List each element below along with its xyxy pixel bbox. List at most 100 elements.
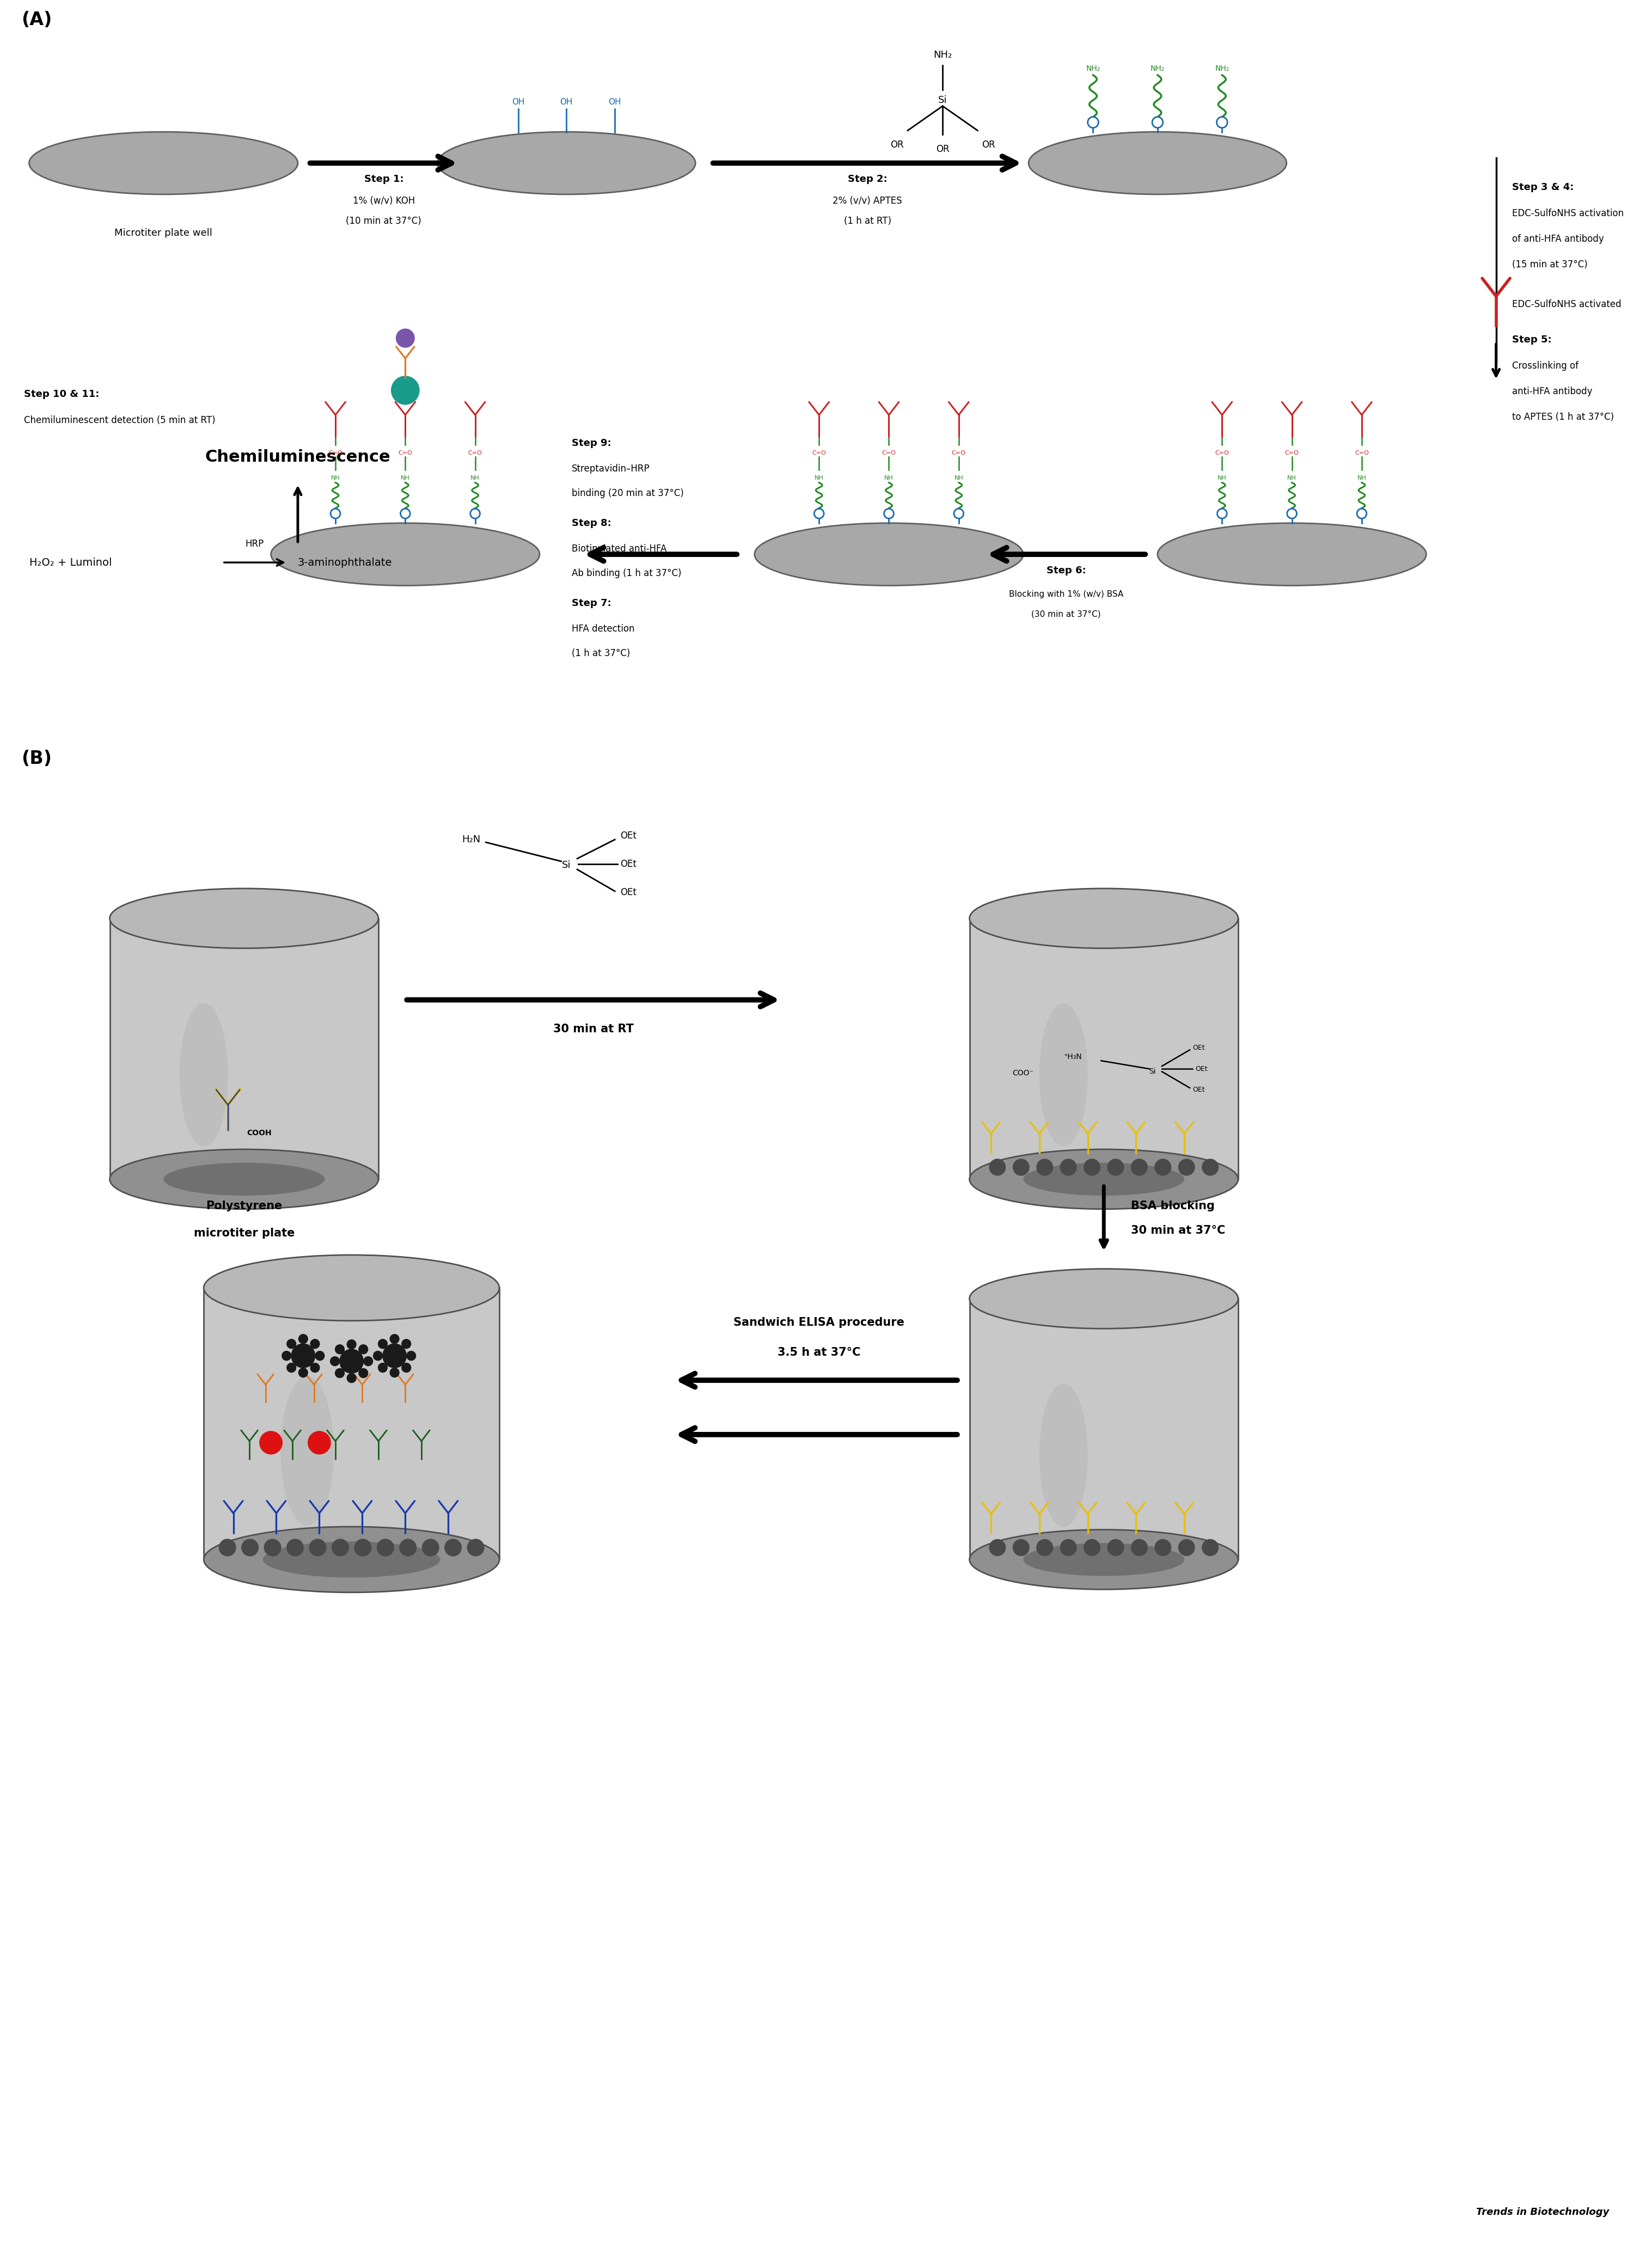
Text: H₂O₂ + Luminol: H₂O₂ + Luminol <box>30 558 112 567</box>
Circle shape <box>282 1351 291 1360</box>
Circle shape <box>423 1540 439 1555</box>
Circle shape <box>884 509 894 518</box>
Circle shape <box>287 1340 296 1349</box>
Text: OR: OR <box>937 143 950 155</box>
Text: (15 min at 37°C): (15 min at 37°C) <box>1512 260 1588 269</box>
Text: Step 7:: Step 7: <box>572 598 611 607</box>
Ellipse shape <box>109 1150 378 1210</box>
Text: 30 min at RT: 30 min at RT <box>553 1024 634 1035</box>
Text: microtiter plate: microtiter plate <box>193 1228 294 1239</box>
Text: C=O: C=O <box>1214 450 1229 455</box>
Circle shape <box>287 1540 304 1555</box>
Text: NH: NH <box>471 475 479 482</box>
Ellipse shape <box>1029 132 1287 195</box>
Text: NH₂: NH₂ <box>1150 65 1165 72</box>
Text: OR: OR <box>890 139 904 150</box>
Text: Si: Si <box>938 94 947 105</box>
Circle shape <box>1061 1540 1077 1555</box>
Circle shape <box>1203 1159 1218 1174</box>
Circle shape <box>241 1540 258 1555</box>
Text: Streptavidin–HRP: Streptavidin–HRP <box>572 464 649 473</box>
Ellipse shape <box>263 1542 439 1578</box>
Circle shape <box>953 509 963 518</box>
Ellipse shape <box>1023 1163 1184 1197</box>
Text: (A): (A) <box>21 11 51 29</box>
Circle shape <box>264 1540 281 1555</box>
Ellipse shape <box>1023 1544 1184 1575</box>
Circle shape <box>396 329 415 347</box>
Bar <box>109 919 378 1179</box>
Circle shape <box>383 1345 406 1367</box>
Text: anti-HFA antibody: anti-HFA antibody <box>1512 385 1593 397</box>
Circle shape <box>1084 1540 1100 1555</box>
Circle shape <box>330 1356 339 1365</box>
Ellipse shape <box>970 1268 1237 1329</box>
Ellipse shape <box>180 1004 228 1147</box>
Text: 1% (w/v) KOH: 1% (w/v) KOH <box>352 197 415 206</box>
Text: Step 5:: Step 5: <box>1512 334 1551 345</box>
Circle shape <box>1178 1540 1194 1555</box>
Circle shape <box>1087 117 1099 128</box>
Circle shape <box>990 1159 1006 1174</box>
Circle shape <box>1218 509 1227 518</box>
Text: 3.5 h at 37°C: 3.5 h at 37°C <box>778 1347 861 1358</box>
Text: Step 2:: Step 2: <box>847 175 887 184</box>
Circle shape <box>1155 1159 1171 1174</box>
Text: OH: OH <box>560 99 573 105</box>
Circle shape <box>1013 1540 1029 1555</box>
Text: 30 min at 37°C: 30 min at 37°C <box>1130 1226 1226 1235</box>
Circle shape <box>358 1369 368 1378</box>
Circle shape <box>316 1351 324 1360</box>
Circle shape <box>347 1340 357 1349</box>
Text: binding (20 min at 37°C): binding (20 min at 37°C) <box>572 489 684 498</box>
Circle shape <box>814 509 824 518</box>
Circle shape <box>220 1540 236 1555</box>
Circle shape <box>307 1432 330 1454</box>
Circle shape <box>990 1540 1006 1555</box>
Ellipse shape <box>755 522 1023 585</box>
Text: NH: NH <box>330 475 340 482</box>
Circle shape <box>355 1540 372 1555</box>
Circle shape <box>1155 1540 1171 1555</box>
Text: NH₂: NH₂ <box>933 49 952 61</box>
Circle shape <box>363 1356 373 1365</box>
Text: C=O: C=O <box>952 450 966 455</box>
Ellipse shape <box>30 132 297 195</box>
Text: Step 1:: Step 1: <box>363 175 403 184</box>
Circle shape <box>390 1333 400 1345</box>
Text: 2% (v/v) APTES: 2% (v/v) APTES <box>833 197 902 206</box>
Text: OR: OR <box>981 139 995 150</box>
Text: Biotinylated anti-HFA: Biotinylated anti-HFA <box>572 545 667 554</box>
Bar <box>203 1289 499 1560</box>
Circle shape <box>299 1367 307 1378</box>
Circle shape <box>1037 1540 1052 1555</box>
Text: C=O: C=O <box>329 450 342 455</box>
Text: to APTES (1 h at 37°C): to APTES (1 h at 37°C) <box>1512 412 1614 421</box>
Text: Step 6:: Step 6: <box>1046 565 1085 576</box>
Text: OEt: OEt <box>1194 1064 1208 1073</box>
Ellipse shape <box>281 1376 334 1526</box>
Text: EDC-SulfoNHS activated: EDC-SulfoNHS activated <box>1512 300 1622 309</box>
Circle shape <box>373 1351 383 1360</box>
Text: Ab binding (1 h at 37°C): Ab binding (1 h at 37°C) <box>572 569 682 578</box>
Circle shape <box>287 1363 296 1371</box>
Circle shape <box>401 1363 411 1371</box>
Text: Polystyrene: Polystyrene <box>206 1201 282 1210</box>
Text: H₂N: H₂N <box>463 834 481 845</box>
Circle shape <box>358 1345 368 1354</box>
Text: NH: NH <box>401 475 410 482</box>
Text: OEt: OEt <box>1193 1087 1204 1094</box>
Text: Blocking with 1% (w/v) BSA: Blocking with 1% (w/v) BSA <box>1009 589 1123 598</box>
Circle shape <box>378 1363 387 1371</box>
Circle shape <box>291 1345 316 1367</box>
Text: NH: NH <box>884 475 894 482</box>
Text: C=O: C=O <box>398 450 413 455</box>
Text: NH₂: NH₂ <box>1085 65 1100 72</box>
Text: NH: NH <box>1287 475 1297 482</box>
Ellipse shape <box>203 1526 499 1593</box>
Text: Si: Si <box>562 861 572 870</box>
Circle shape <box>401 1340 411 1349</box>
Circle shape <box>1356 509 1366 518</box>
Text: Si: Si <box>1148 1067 1156 1076</box>
Circle shape <box>1287 509 1297 518</box>
